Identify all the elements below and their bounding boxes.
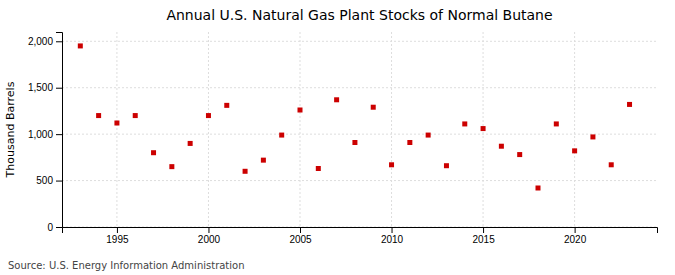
y-tick: 500 — [36, 175, 62, 186]
x-grid-line — [208, 32, 209, 227]
point — [627, 102, 632, 107]
x-tick-mark — [392, 227, 393, 233]
y-tick-mark — [56, 181, 62, 182]
point — [444, 163, 449, 168]
y-tick-label: 500 — [36, 175, 53, 186]
y-axis-line — [56, 33, 63, 228]
y-grid-line — [62, 134, 657, 135]
y-tick-mark — [56, 227, 62, 228]
point — [169, 164, 174, 169]
point — [298, 108, 303, 113]
y-grid-line — [62, 180, 657, 181]
y-tick: 1,500 — [28, 82, 62, 93]
point — [481, 126, 486, 131]
y-tick-label: 1,500 — [28, 82, 53, 93]
y-axis: 0 500 1,000 1,500 2,000 — [28, 33, 63, 233]
y-tick-mark — [56, 134, 62, 135]
x-grid-line — [391, 32, 392, 227]
x-tick: 2015 — [472, 227, 495, 245]
point — [609, 162, 614, 167]
y-tick-label: 2,000 — [28, 36, 53, 47]
point — [536, 186, 541, 191]
point — [243, 169, 248, 174]
point — [426, 133, 431, 138]
y-tick: 2,000 — [28, 36, 62, 47]
y-tick-label: 1,000 — [28, 129, 53, 140]
x-tick-mark — [575, 227, 576, 233]
point — [572, 148, 577, 153]
y-axis-label: Thousand Barrels — [4, 81, 17, 178]
point — [517, 152, 522, 157]
point — [206, 113, 211, 118]
y-tick: 1,000 — [28, 129, 62, 140]
point — [151, 150, 156, 155]
y-tick: 0 — [47, 222, 62, 233]
points — [78, 43, 632, 190]
x-tick: 2020 — [564, 227, 587, 245]
point — [261, 158, 266, 163]
point — [78, 43, 83, 48]
y-grid-line — [62, 41, 657, 42]
x-tick: 1995 — [106, 227, 129, 245]
x-tick-label: 2005 — [289, 234, 312, 245]
x-tick-mark — [208, 227, 209, 233]
y-tick-label: 0 — [47, 222, 53, 233]
y-tick-mark — [56, 88, 62, 89]
x-tick-label: 2020 — [564, 234, 587, 245]
source: Source: U.S. Energy Information Administ… — [8, 260, 245, 271]
point — [133, 113, 138, 118]
x-tick-label: 2010 — [381, 234, 404, 245]
point — [371, 105, 376, 110]
x-tick-mark — [300, 227, 301, 233]
x-tick-mark — [483, 227, 484, 233]
point — [407, 140, 412, 145]
x-tick-mark — [117, 227, 118, 233]
grid — [62, 32, 657, 227]
x-axis: 1995 2000 2005 2010 2015 2020 — [63, 227, 658, 245]
x-grid-line — [574, 32, 575, 227]
x-tick-label: 1995 — [106, 234, 129, 245]
x-grid-line — [116, 32, 117, 227]
point — [316, 166, 321, 171]
point — [499, 144, 504, 149]
point — [279, 133, 284, 138]
point — [352, 140, 357, 145]
point — [188, 141, 193, 146]
x-tick: 2005 — [289, 227, 312, 245]
point — [590, 134, 595, 139]
x-tick-label: 2000 — [198, 234, 221, 245]
chart: 1995 2000 2005 2010 2015 2020 0 500 1,000 1,500 2,… — [0, 0, 675, 275]
x-grid-line — [300, 32, 301, 227]
point — [114, 121, 119, 126]
x-tick: 2010 — [381, 227, 404, 245]
point — [334, 97, 339, 102]
x-axis-line — [63, 228, 658, 234]
y-tick-mark — [56, 41, 62, 42]
point — [554, 121, 559, 126]
point — [389, 162, 394, 167]
plot: 1995 2000 2005 2010 2015 2020 0 500 1,000 1,500 2,… — [28, 32, 658, 245]
y-grid-line — [62, 87, 657, 88]
x-tick: 2000 — [198, 227, 221, 245]
point — [462, 121, 467, 126]
point — [96, 113, 101, 118]
point — [224, 103, 229, 108]
x-tick-label: 2015 — [472, 234, 495, 245]
title: Annual U.S. Natural Gas Plant Stocks of … — [166, 7, 552, 23]
